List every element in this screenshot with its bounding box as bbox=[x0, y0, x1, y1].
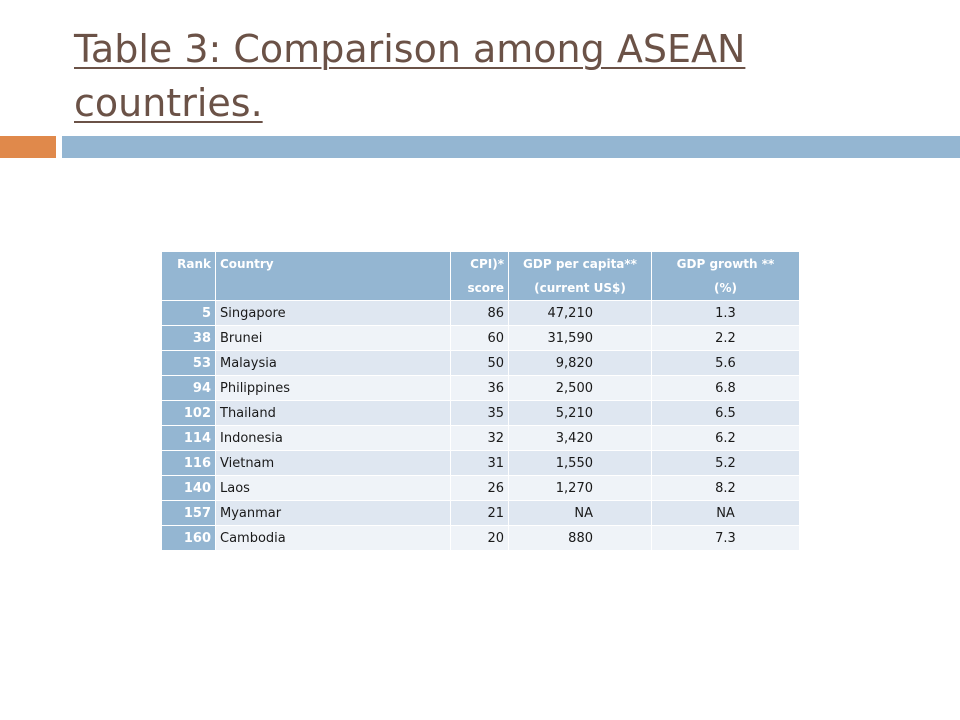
country-cell: Brunei bbox=[215, 325, 451, 351]
country-cell: Myanmar bbox=[215, 500, 451, 526]
slide-title: Table 3: Comparison among ASEAN countrie… bbox=[74, 27, 746, 125]
gdp-growth-cell: 6.2 bbox=[651, 425, 800, 451]
country-cell: Laos bbox=[215, 475, 451, 501]
gdp-per-capita-cell: 1,270 bbox=[508, 475, 652, 501]
country-cell: Philippines bbox=[215, 375, 451, 401]
gdp-per-capita-cell: 5,210 bbox=[508, 400, 652, 426]
table-row: 114 Indonesia 32 3,420 6.2 bbox=[161, 425, 800, 451]
rank-cell: 53 bbox=[161, 350, 216, 376]
cpi-score-cell: 50 bbox=[450, 350, 509, 376]
country-cell: Indonesia bbox=[215, 425, 451, 451]
table-row: 102 Thailand 35 5,210 6.5 bbox=[161, 400, 800, 426]
gdp-growth-cell: 2.2 bbox=[651, 325, 800, 351]
table-row: 53 Malaysia 50 9,820 5.6 bbox=[161, 350, 800, 376]
gdp-per-capita-cell: 9,820 bbox=[508, 350, 652, 376]
cpi-score-cell: 21 bbox=[450, 500, 509, 526]
gdp-growth-cell: 1.3 bbox=[651, 300, 800, 326]
rank-cell: 114 bbox=[161, 425, 216, 451]
gdp-growth-cell: 5.6 bbox=[651, 350, 800, 376]
country-cell: Malaysia bbox=[215, 350, 451, 376]
gdp-per-capita-cell: 1,550 bbox=[508, 450, 652, 476]
gdp-growth-cell: 6.5 bbox=[651, 400, 800, 426]
gdp-per-capita-cell: 880 bbox=[508, 525, 652, 551]
cpi-score-cell: 20 bbox=[450, 525, 509, 551]
rank-cell: 140 bbox=[161, 475, 216, 501]
rank-cell: 94 bbox=[161, 375, 216, 401]
cpi-score-cell: 86 bbox=[450, 300, 509, 326]
column-header-cpi-score: CPI)* score bbox=[450, 251, 509, 301]
table-row: 157 Myanmar 21 NA NA bbox=[161, 500, 800, 526]
country-cell: Thailand bbox=[215, 400, 451, 426]
accent-bar-blue bbox=[62, 136, 960, 158]
column-header-rank: Rank bbox=[161, 251, 216, 301]
rank-cell: 38 bbox=[161, 325, 216, 351]
table-row: 5 Singapore 86 47,210 1.3 bbox=[161, 300, 800, 326]
rank-cell: 116 bbox=[161, 450, 216, 476]
country-cell: Singapore bbox=[215, 300, 451, 326]
table-row: 160 Cambodia 20 880 7.3 bbox=[161, 525, 800, 551]
accent-bar-orange bbox=[0, 136, 56, 158]
gdp-growth-cell: 6.8 bbox=[651, 375, 800, 401]
column-header-gdp-per-capita: GDP per capita** (current US$) bbox=[508, 251, 652, 301]
gdp-per-capita-cell: 31,590 bbox=[508, 325, 652, 351]
cpi-score-cell: 32 bbox=[450, 425, 509, 451]
table-header-row: Rank Country CPI)* score GDP per capita*… bbox=[161, 251, 800, 301]
gdp-per-capita-cell: 3,420 bbox=[508, 425, 652, 451]
rank-cell: 102 bbox=[161, 400, 216, 426]
cpi-score-cell: 35 bbox=[450, 400, 509, 426]
table-row: 140 Laos 26 1,270 8.2 bbox=[161, 475, 800, 501]
asean-comparison-table: Rank Country CPI)* score GDP per capita*… bbox=[161, 251, 800, 551]
gdp-per-capita-cell: 2,500 bbox=[508, 375, 652, 401]
gdp-growth-cell: 5.2 bbox=[651, 450, 800, 476]
table-row: 94 Philippines 36 2,500 6.8 bbox=[161, 375, 800, 401]
column-header-gdp-growth: GDP growth ** (%) bbox=[651, 251, 800, 301]
rank-cell: 5 bbox=[161, 300, 216, 326]
table-row: 116 Vietnam 31 1,550 5.2 bbox=[161, 450, 800, 476]
country-cell: Vietnam bbox=[215, 450, 451, 476]
gdp-growth-cell: NA bbox=[651, 500, 800, 526]
table-row: 38 Brunei 60 31,590 2.2 bbox=[161, 325, 800, 351]
gdp-growth-cell: 8.2 bbox=[651, 475, 800, 501]
country-cell: Cambodia bbox=[215, 525, 451, 551]
cpi-score-cell: 60 bbox=[450, 325, 509, 351]
gdp-growth-cell: 7.3 bbox=[651, 525, 800, 551]
gdp-per-capita-cell: 47,210 bbox=[508, 300, 652, 326]
gdp-per-capita-cell: NA bbox=[508, 500, 652, 526]
rank-cell: 160 bbox=[161, 525, 216, 551]
rank-cell: 157 bbox=[161, 500, 216, 526]
cpi-score-cell: 26 bbox=[450, 475, 509, 501]
cpi-score-cell: 31 bbox=[450, 450, 509, 476]
column-header-country: Country bbox=[215, 251, 451, 301]
cpi-score-cell: 36 bbox=[450, 375, 509, 401]
